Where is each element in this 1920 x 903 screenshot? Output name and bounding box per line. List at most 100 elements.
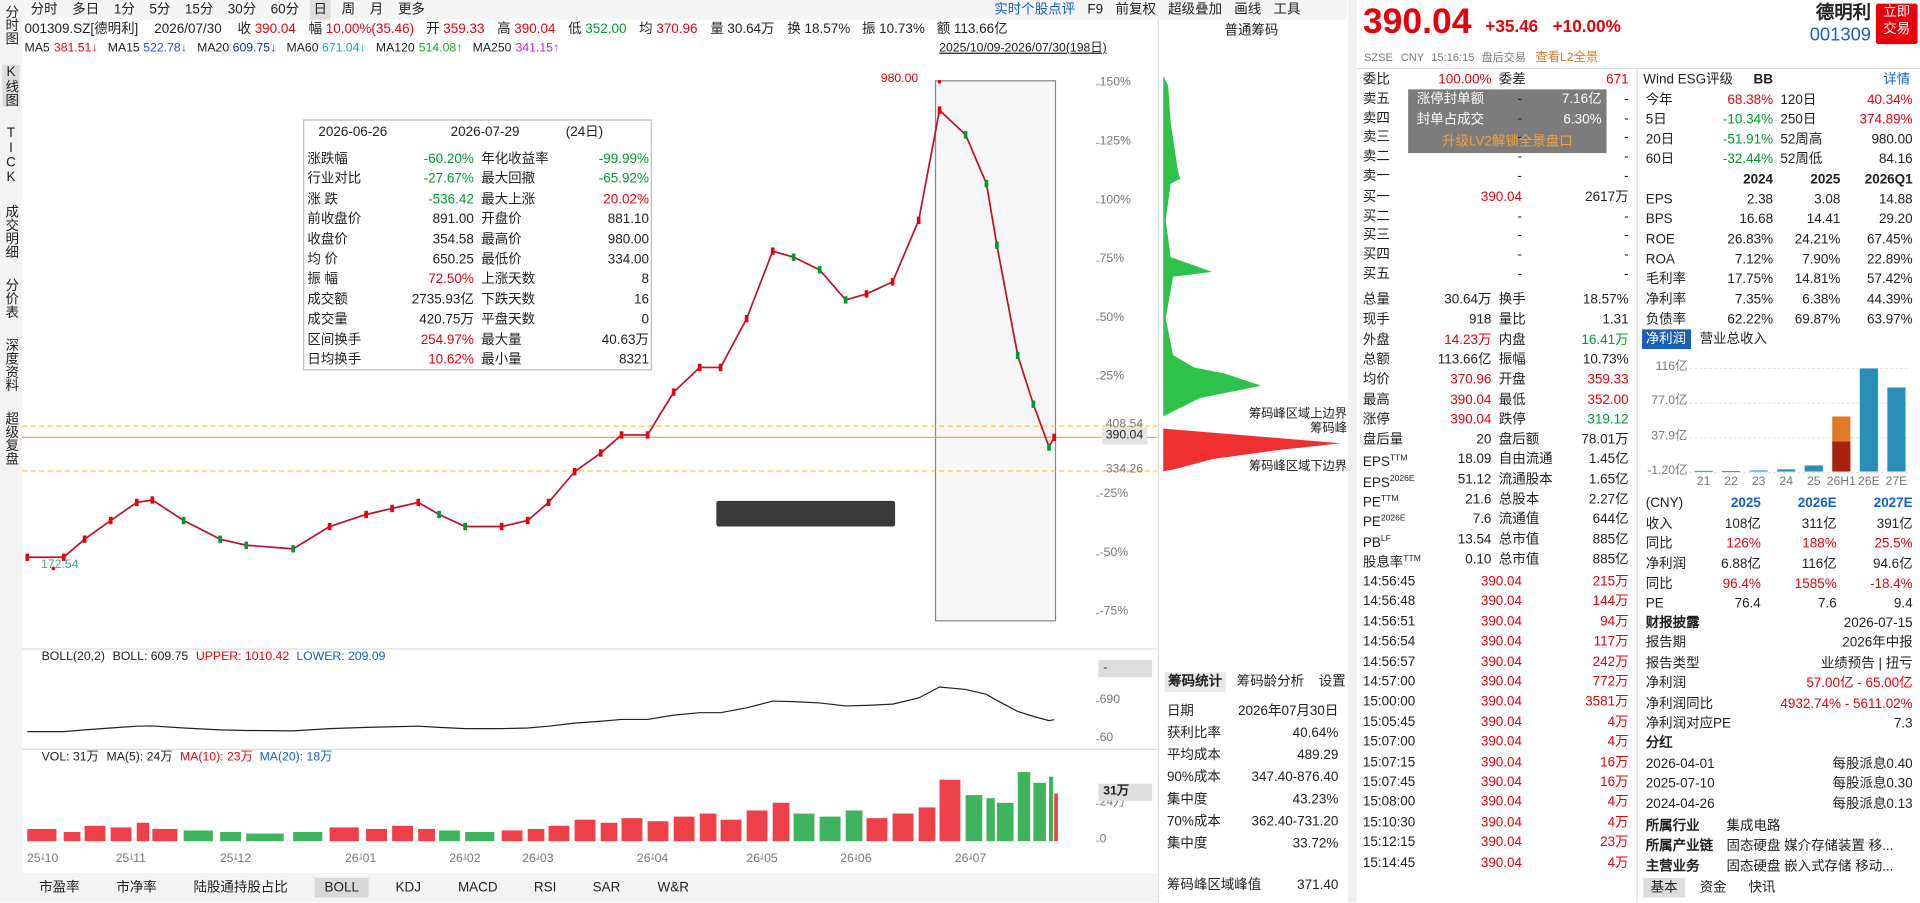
overlay-link[interactable]: 升级LV2解锁全景盘口: [1441, 134, 1573, 150]
chart-tab[interactable]: 营业总收入: [1699, 331, 1767, 347]
indicator-tab[interactable]: RSI: [533, 880, 557, 896]
side-tab[interactable]: 成交明细: [3, 204, 19, 259]
popup-value: -99.99%: [598, 151, 649, 167]
candle: [572, 468, 577, 476]
grid-value: 14.23万: [1444, 332, 1492, 348]
period-tab[interactable]: 日: [309, 0, 331, 20]
period-tab[interactable]: 5分: [149, 2, 171, 18]
volume-bar: [819, 816, 841, 842]
popup-value: 881.10: [607, 212, 649, 227]
candle: [25, 553, 30, 561]
grid-value: 10.73%: [1582, 352, 1629, 368]
volume-bar: [418, 828, 435, 842]
trade-label[interactable]: 立即交易: [1883, 4, 1911, 37]
volume-bar: [621, 818, 643, 842]
tool-button[interactable]: 超级叠加: [1168, 2, 1223, 18]
period-tab[interactable]: 周: [341, 2, 356, 18]
candle: [218, 535, 222, 543]
indicator-tab[interactable]: 市净率: [116, 880, 157, 896]
ma-label: MA120: [375, 41, 415, 56]
boll-tick: 690: [1099, 693, 1121, 707]
l2-link[interactable]: 查看L2全景: [1535, 51, 1599, 65]
period-tab[interactable]: 15分: [184, 2, 214, 18]
volume-bar: [392, 825, 414, 842]
volume-bar: [136, 822, 150, 842]
profit-bar: [1777, 469, 1796, 472]
tool-button[interactable]: 画线: [1234, 2, 1262, 18]
period-tab[interactable]: 60分: [270, 2, 300, 18]
volume-bar: [996, 802, 1014, 842]
period-tab[interactable]: 30分: [227, 2, 257, 18]
meta: 盘后交易: [1481, 51, 1526, 64]
ma-label: MA5: [24, 41, 50, 56]
indicator-tab[interactable]: SAR: [592, 880, 621, 896]
fin-label: EPS: [1645, 192, 1673, 207]
period-tab[interactable]: 分时: [30, 2, 58, 18]
side-tab[interactable]: 分时图: [3, 4, 19, 46]
period-tab[interactable]: 更多: [397, 2, 425, 18]
trade-volume: 242万: [1592, 654, 1629, 670]
esg-link[interactable]: 详情: [1883, 72, 1911, 87]
tool-button[interactable]: F9: [1087, 2, 1104, 18]
book-value: 100.00%: [1438, 72, 1492, 87]
popup-value: 10.62%: [428, 352, 474, 368]
fin-value: 17.75%: [1727, 272, 1774, 287]
candle: [499, 522, 504, 531]
trade-time: 15:07:00: [1362, 734, 1416, 750]
tool-button[interactable]: 工具: [1273, 2, 1301, 18]
overlay-label: 涨停封单额: [1416, 91, 1485, 107]
panel-tab[interactable]: 快讯: [1748, 880, 1776, 896]
bar-x-label: 26E: [1857, 475, 1880, 489]
period-tab[interactable]: 月: [369, 2, 384, 18]
forecast-value: 1585%: [1794, 576, 1837, 592]
tool-button[interactable]: 前复权: [1115, 2, 1156, 18]
forecast-header: 2025: [1730, 495, 1761, 511]
side-tab[interactable]: 深度资料: [3, 337, 19, 392]
indicator-tab[interactable]: W&R: [657, 880, 689, 896]
candle: [437, 510, 441, 519]
indicator-tab[interactable]: 市盈率: [39, 880, 80, 896]
panel-tab[interactable]: 资金: [1699, 880, 1727, 896]
return-value: 40.34%: [1866, 93, 1913, 108]
fin-label: 毛利率: [1645, 272, 1687, 287]
trade-time: 15:05:45: [1362, 714, 1416, 730]
indicator-tab[interactable]: KDJ: [395, 880, 421, 896]
grid-label: 开盘: [1498, 372, 1526, 388]
volume-bar: [527, 828, 545, 842]
side-tab[interactable]: 分价表: [3, 277, 19, 319]
grid-label: 盘后额: [1498, 432, 1540, 448]
chip-tab[interactable]: 筹码龄分析: [1236, 674, 1305, 690]
period-tab[interactable]: 1分: [113, 2, 135, 18]
trade-price: 390.04: [1480, 795, 1523, 810]
indicator-tab[interactable]: 陆股通持股占比: [193, 880, 288, 896]
return-label: 20日: [1645, 132, 1675, 147]
trade-time: 14:56:48: [1362, 594, 1416, 610]
dividend-date: 2025-07-10: [1645, 776, 1715, 792]
tool-button[interactable]: 实时个股点评: [994, 2, 1076, 18]
fin-value: 14.41: [1806, 212, 1841, 227]
draw-toolbar[interactable]: [716, 500, 896, 527]
side-tab[interactable]: TICK: [3, 126, 19, 185]
volume-bar: [63, 832, 81, 842]
indicator-tab[interactable]: MACD: [457, 880, 498, 896]
side-tab[interactable]: 超级复盘: [3, 411, 19, 466]
forecast-label: PE: [1645, 596, 1664, 612]
grid-label: 流通值: [1498, 512, 1540, 527]
chip-tab[interactable]: 设置: [1318, 674, 1346, 690]
level-name: 筹码峰区域下边界: [1248, 459, 1347, 474]
boll-label: BOLL: 609.75: [112, 650, 189, 664]
indicator-tab[interactable]: BOLL: [314, 877, 369, 898]
grid-value: 18.57%: [1582, 292, 1629, 308]
chip-label: 日期: [1166, 704, 1194, 719]
period-tab[interactable]: 多日: [72, 2, 100, 18]
side-tab[interactable]: K线图: [2, 64, 20, 107]
vol-current: 31万: [1098, 783, 1153, 801]
chip-tab[interactable]: 筹码统计: [1164, 672, 1226, 692]
candle: [82, 535, 87, 543]
candle: [1015, 351, 1020, 360]
panel-tab[interactable]: 基本: [1643, 877, 1685, 898]
volume-bar: [27, 828, 57, 842]
trade-button[interactable]: [1875, 3, 1918, 45]
chart-tab[interactable]: 净利润: [1645, 331, 1687, 347]
disclosure-value: 2026年中报: [1842, 635, 1913, 651]
